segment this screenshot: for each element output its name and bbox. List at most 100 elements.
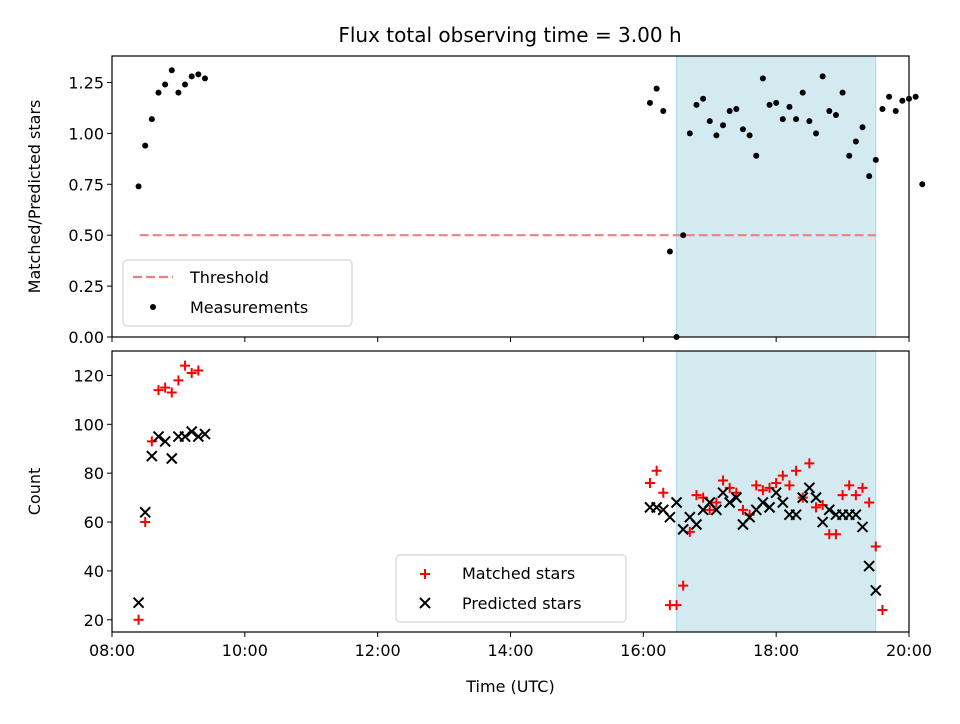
measurement-point: [182, 81, 189, 88]
measurement-point: [779, 116, 786, 123]
matched-star-point: [678, 580, 689, 591]
y-tick-label: 1.00: [68, 124, 104, 143]
predicted-star-point: [690, 518, 703, 531]
predicted-star-point: [166, 452, 178, 465]
series-measurements: [135, 67, 926, 340]
measurement-point: [826, 107, 833, 114]
matched-star-point: [671, 600, 682, 611]
y-tick-label: 100: [73, 415, 104, 434]
measurement-point: [819, 73, 826, 80]
legend-box: [122, 259, 353, 327]
matched-star-point: [830, 529, 841, 540]
measurement-point: [859, 124, 866, 131]
measurement-point: [720, 122, 727, 129]
matched-star-point: [153, 385, 164, 396]
y-tick-label: 0.25: [68, 277, 104, 296]
predicted-star-point: [850, 509, 862, 521]
predicted-star-point: [650, 501, 663, 514]
matched-star-point: [173, 375, 184, 386]
measurement-point: [201, 75, 208, 82]
predicted-star-point: [870, 584, 882, 597]
x-tick-label: 18:00: [753, 641, 799, 660]
legend-predicted-label: Predicted stars: [462, 594, 582, 613]
measurement-point: [142, 142, 149, 149]
matched-star-point: [771, 477, 782, 488]
y-tick-label: 40: [84, 562, 104, 581]
x-axis-label: Time (UTC): [465, 677, 554, 696]
legend-threshold-label: Threshold: [189, 268, 269, 287]
measurement-point: [766, 101, 773, 108]
predicted-star-point: [146, 450, 158, 462]
matched-star-point: [864, 497, 875, 508]
predicted-star-point: [856, 521, 869, 533]
matched-star-point: [193, 365, 204, 376]
predicted-star-point: [863, 560, 875, 572]
measurement-point: [899, 97, 906, 104]
matched-star-point: [651, 465, 662, 476]
measurement-point: [660, 107, 667, 114]
matched-star-point: [186, 367, 197, 378]
measurement-point: [168, 67, 175, 74]
measurement-point: [793, 116, 800, 123]
matched-star-point: [133, 614, 144, 625]
measurement-point: [879, 105, 886, 112]
matched-star-point: [751, 480, 762, 491]
y-tick-label: 60: [84, 513, 104, 532]
matched-star-point: [140, 517, 151, 528]
legend: Threshold Measurements: [122, 259, 353, 327]
series-predicted-stars: [132, 425, 882, 609]
predicted-star-point: [717, 487, 729, 499]
panel-1: 0.00 0.25 0.50 0.75 1.00 1.25 Matched/Predicte…: [25, 55, 926, 347]
measurement-point: [866, 173, 873, 180]
measurement-point: [195, 71, 202, 78]
predicted-star-point: [192, 430, 205, 443]
y-axis-label: Matched/Predicted stars: [25, 100, 44, 294]
measurement-point: [753, 152, 760, 159]
measurement-point: [799, 89, 806, 96]
y-tick-label: 120: [73, 366, 104, 385]
measurement-point: [806, 118, 813, 125]
predicted-star-point: [770, 487, 782, 499]
matched-star-point: [870, 541, 881, 552]
y-axis-label: Count: [25, 468, 44, 516]
panel-2: 20 40 60 80 100 120 08:00 10:00 12:00 14:00 16:00 1…: [25, 350, 932, 696]
x-tick-label: 12:00: [355, 641, 401, 660]
measurement-point: [155, 89, 162, 96]
legend-matched-swatch: [420, 569, 430, 579]
measurement-point: [135, 183, 142, 190]
predicted-star-point: [199, 428, 211, 440]
legend-measurements-swatch: [150, 304, 156, 310]
predicted-star-point: [816, 516, 829, 528]
predicted-star-point: [723, 496, 736, 509]
matched-star-point: [718, 475, 729, 486]
measurement-point: [852, 138, 859, 145]
matched-star-point: [817, 499, 828, 510]
measurement-point: [912, 93, 919, 100]
matched-star-point: [804, 458, 815, 469]
y-tick-label: 0.50: [68, 226, 104, 245]
measurement-point: [713, 132, 720, 139]
measurement-point: [148, 116, 155, 123]
measurement-point: [919, 181, 926, 188]
matched-star-point: [711, 497, 722, 508]
legend-predicted-swatch: [419, 597, 431, 609]
measurement-point: [733, 105, 740, 112]
predicted-star-point: [810, 491, 822, 504]
matched-star-point: [764, 482, 775, 493]
matched-star-point: [791, 465, 802, 476]
legend: Matched stars Predicted stars: [395, 554, 627, 623]
y-tick-label: 80: [84, 464, 104, 483]
matched-star-point: [180, 360, 191, 371]
matched-star-point: [691, 490, 702, 501]
matched-star-point: [811, 502, 822, 513]
measurement-point: [700, 95, 707, 102]
y-tick-label: 0.00: [68, 328, 104, 347]
predicted-star-point: [730, 491, 743, 504]
measurement-point: [646, 99, 653, 106]
x-tick-label: 20:00: [886, 641, 932, 660]
measurement-point: [680, 232, 687, 239]
chart-title: Flux total observing time = 3.00 h: [338, 23, 681, 47]
measurement-point: [739, 126, 746, 133]
matched-star-point: [698, 492, 709, 503]
